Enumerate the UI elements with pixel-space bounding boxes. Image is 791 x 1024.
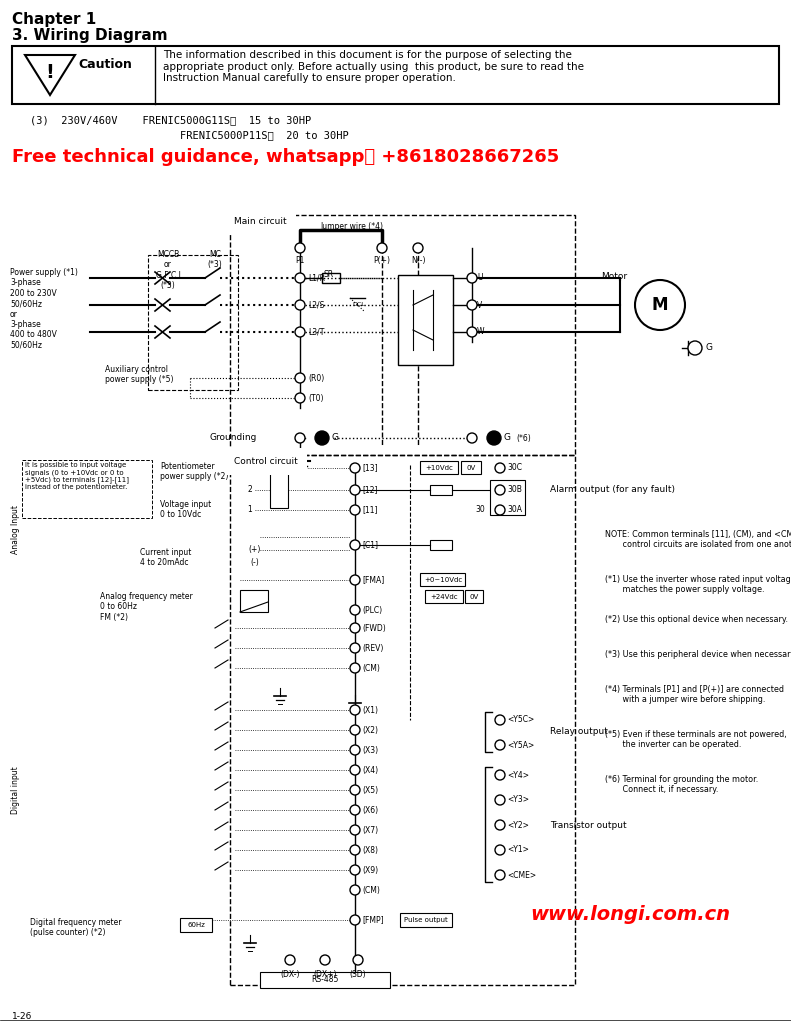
Text: (*3) Use this peripheral device when necessary.: (*3) Use this peripheral device when nec… bbox=[605, 650, 791, 659]
Circle shape bbox=[320, 955, 330, 965]
Text: (X6): (X6) bbox=[362, 806, 378, 814]
Text: 0V: 0V bbox=[469, 594, 479, 600]
Bar bbox=[430, 540, 452, 550]
Text: Motor: Motor bbox=[601, 272, 627, 281]
Bar bbox=[22, 460, 152, 518]
Circle shape bbox=[688, 341, 702, 355]
Text: (*5) Even if these terminals are not powered,
       the inverter can be operate: (*5) Even if these terminals are not pow… bbox=[605, 730, 786, 750]
Bar bbox=[240, 590, 268, 612]
Text: (R0): (R0) bbox=[308, 374, 324, 383]
Circle shape bbox=[295, 273, 305, 283]
Text: P(+): P(+) bbox=[373, 256, 391, 265]
Circle shape bbox=[350, 765, 360, 775]
Circle shape bbox=[350, 725, 360, 735]
Text: G: G bbox=[705, 343, 712, 352]
Text: Chapter 1: Chapter 1 bbox=[12, 12, 97, 27]
Text: <Y5C>: <Y5C> bbox=[507, 716, 534, 725]
Circle shape bbox=[467, 433, 477, 443]
Text: 2: 2 bbox=[248, 485, 252, 495]
Text: Analog Input: Analog Input bbox=[10, 506, 20, 555]
Circle shape bbox=[467, 273, 477, 283]
Circle shape bbox=[495, 740, 505, 750]
Text: P1: P1 bbox=[295, 256, 305, 265]
Circle shape bbox=[467, 300, 477, 310]
Text: !: ! bbox=[46, 63, 55, 83]
Text: Grounding: Grounding bbox=[210, 433, 257, 442]
Text: RS-485: RS-485 bbox=[312, 976, 339, 984]
Text: Caution: Caution bbox=[78, 58, 132, 71]
Text: 30: 30 bbox=[475, 506, 485, 514]
Circle shape bbox=[295, 327, 305, 337]
Text: 3. Wiring Diagram: 3. Wiring Diagram bbox=[12, 28, 168, 43]
Circle shape bbox=[495, 820, 505, 830]
Circle shape bbox=[350, 663, 360, 673]
Text: (*6) Terminal for grounding the motor.
       Connect it, if necessary.: (*6) Terminal for grounding the motor. C… bbox=[605, 775, 759, 795]
Circle shape bbox=[635, 280, 685, 330]
Text: L2/S: L2/S bbox=[308, 300, 324, 309]
Text: [FMP]: [FMP] bbox=[362, 915, 384, 925]
Text: G: G bbox=[332, 433, 339, 442]
Text: Main circuit: Main circuit bbox=[234, 217, 286, 226]
Text: (X4): (X4) bbox=[362, 766, 378, 774]
Text: (X9): (X9) bbox=[362, 865, 378, 874]
Bar bbox=[260, 972, 390, 988]
Text: +10Vdc: +10Vdc bbox=[425, 465, 453, 471]
Text: Alarm output (for any fault): Alarm output (for any fault) bbox=[550, 485, 675, 495]
Text: Jumper wire (*4): Jumper wire (*4) bbox=[320, 222, 383, 231]
Bar bbox=[148, 255, 238, 390]
Text: 1: 1 bbox=[248, 506, 252, 514]
Circle shape bbox=[350, 485, 360, 495]
Text: Relay output: Relay output bbox=[550, 727, 607, 736]
Text: (X8): (X8) bbox=[362, 846, 378, 854]
Text: 1-26: 1-26 bbox=[12, 1012, 32, 1021]
Circle shape bbox=[285, 955, 295, 965]
Text: Digital frequency meter
(pulse counter) (*2): Digital frequency meter (pulse counter) … bbox=[30, 918, 122, 937]
Text: Control circuit: Control circuit bbox=[234, 457, 297, 466]
Text: MC
(*3): MC (*3) bbox=[207, 250, 222, 269]
Text: [C1]: [C1] bbox=[362, 541, 378, 550]
Text: (CM): (CM) bbox=[362, 886, 380, 895]
Circle shape bbox=[295, 243, 305, 253]
Text: (*1) Use the inverter whose rated input voltage
       matches the power supply : (*1) Use the inverter whose rated input … bbox=[605, 575, 791, 594]
Text: (X3): (X3) bbox=[362, 745, 378, 755]
Text: [13]: [13] bbox=[362, 464, 377, 472]
Circle shape bbox=[350, 463, 360, 473]
Text: Power supply (*1)
3-phase
200 to 230V
50/60Hz
or
3-phase
400 to 480V
50/60Hz: Power supply (*1) 3-phase 200 to 230V 50… bbox=[10, 268, 78, 350]
Text: 3: 3 bbox=[248, 464, 252, 472]
Text: Digital input: Digital input bbox=[10, 766, 20, 814]
Text: <Y2>: <Y2> bbox=[507, 820, 529, 829]
Circle shape bbox=[350, 705, 360, 715]
Text: L1/R: L1/R bbox=[308, 273, 325, 283]
Circle shape bbox=[350, 605, 360, 615]
Text: Pulse output: Pulse output bbox=[404, 918, 448, 923]
Text: It is possible to input voltage
signals (0 to +10Vdc or 0 to
+5Vdc) to terminals: It is possible to input voltage signals … bbox=[25, 462, 129, 490]
Bar bbox=[230, 455, 575, 985]
Text: [FMA]: [FMA] bbox=[362, 575, 384, 585]
Circle shape bbox=[350, 785, 360, 795]
Circle shape bbox=[487, 431, 501, 445]
Circle shape bbox=[295, 393, 305, 403]
Bar bbox=[420, 461, 458, 474]
Circle shape bbox=[350, 885, 360, 895]
Text: N(-): N(-) bbox=[411, 256, 426, 265]
Text: Potentiometer
power supply (*2): Potentiometer power supply (*2) bbox=[160, 462, 229, 481]
Circle shape bbox=[350, 575, 360, 585]
Text: SR: SR bbox=[323, 270, 333, 279]
Bar bbox=[180, 918, 212, 932]
Text: (T0): (T0) bbox=[308, 393, 324, 402]
Text: (+): (+) bbox=[249, 545, 261, 554]
Text: 30B: 30B bbox=[507, 485, 522, 495]
Circle shape bbox=[495, 845, 505, 855]
Text: 60Hz: 60Hz bbox=[187, 922, 205, 928]
Text: 30A: 30A bbox=[507, 506, 522, 514]
Text: 30C: 30C bbox=[507, 464, 522, 472]
Circle shape bbox=[350, 643, 360, 653]
Circle shape bbox=[495, 505, 505, 515]
Text: FRENIC5000P11S：  20 to 30HP: FRENIC5000P11S： 20 to 30HP bbox=[30, 130, 349, 140]
Text: M: M bbox=[652, 296, 668, 314]
Circle shape bbox=[350, 805, 360, 815]
Circle shape bbox=[413, 243, 423, 253]
Text: DCL: DCL bbox=[352, 302, 365, 307]
Bar bbox=[12, 46, 779, 104]
Text: G: G bbox=[504, 433, 511, 442]
